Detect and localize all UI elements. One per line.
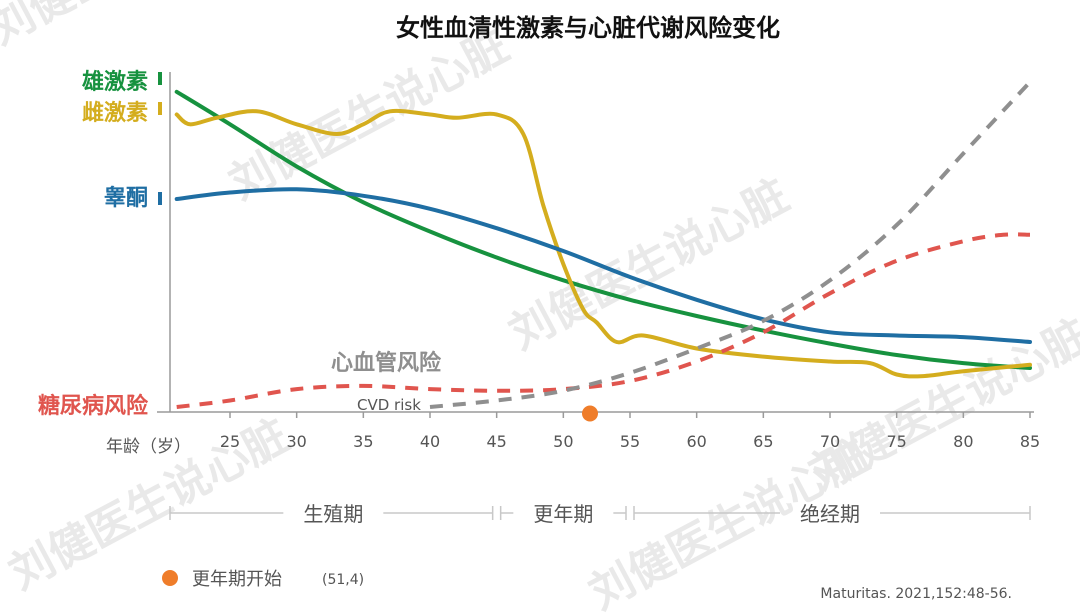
series-line <box>176 232 1031 409</box>
phase-label: 绝经期 <box>800 502 860 526</box>
x-tick-label: 45 <box>486 432 506 451</box>
testosterone-tick-marker <box>158 192 162 205</box>
phase-label: 更年期 <box>533 502 593 526</box>
series-line <box>174 187 1032 344</box>
series-line <box>174 108 1032 379</box>
series-line <box>174 89 1032 370</box>
chart-title: 女性血清性激素与心脏代谢风险变化 <box>396 14 780 42</box>
x-tick-label: 70 <box>820 432 840 451</box>
x-axis-ticks: 25 30 35 40 45 50 55 60 65 70 75 80 85 <box>220 412 1040 451</box>
x-tick-label: 55 <box>620 432 640 451</box>
watermark-text: 刘健医生说心脏 <box>0 0 277 55</box>
series-layer <box>174 80 1032 409</box>
x-tick-label: 40 <box>420 432 440 451</box>
x-axis-title: 年龄（岁） <box>106 437 191 457</box>
source-citation: Maturitas. 2021,152:48-56. <box>820 586 1012 602</box>
phase-bar: 生殖期 更年期 绝经期 <box>169 502 1031 526</box>
estrogen-label: 雌激素 <box>82 100 148 126</box>
testosterone-label: 睾酮 <box>104 185 148 211</box>
legend-label: 更年期开始 <box>192 569 282 590</box>
legend-marker <box>162 570 178 586</box>
x-tick-label: 25 <box>220 432 240 451</box>
phase-label: 生殖期 <box>303 502 363 526</box>
menopause-onset-marker <box>582 405 598 422</box>
x-tick-label: 60 <box>686 432 706 451</box>
x-tick-label: 75 <box>886 432 906 451</box>
x-tick-label: 85 <box>1020 432 1040 451</box>
x-tick-label: 80 <box>953 432 973 451</box>
series-line <box>429 80 1032 409</box>
androgen-tick-marker <box>158 72 162 85</box>
estrogen-tick-marker <box>158 102 162 115</box>
x-tick-label: 30 <box>286 432 306 451</box>
androgen-label: 雄激素 <box>81 69 148 95</box>
x-tick-label: 35 <box>353 432 373 451</box>
cvd-risk-label-cn: 心血管风险 <box>331 350 442 376</box>
x-tick-label: 65 <box>753 432 773 451</box>
watermark-text: 刘健医生说心脏 <box>501 170 797 360</box>
legend-value: (51,4) <box>322 572 364 588</box>
cvd-risk-label-en: CVD risk <box>357 396 421 414</box>
x-tick-label: 50 <box>553 432 573 451</box>
diabetes-risk-label: 糖尿病风险 <box>38 393 149 419</box>
